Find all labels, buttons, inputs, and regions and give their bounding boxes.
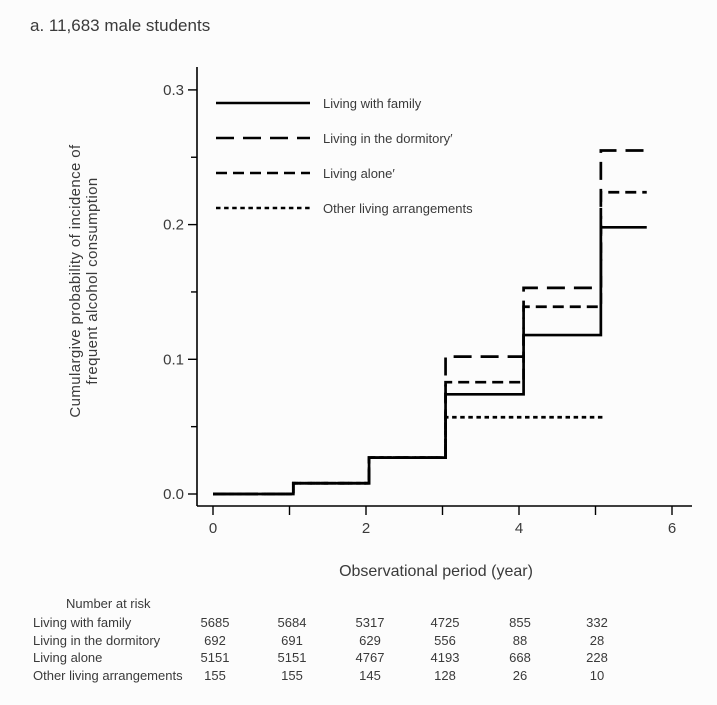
legend-line-sample — [216, 136, 310, 140]
risk-value: 4725 — [430, 615, 460, 630]
x-tick-label: 2 — [362, 520, 370, 537]
series-line-medium-dash — [213, 190, 647, 496]
risk-value: 10 — [589, 667, 605, 683]
risk-row-label: Living with family — [33, 615, 132, 630]
legend-item: Other living arrangements — [215, 200, 473, 216]
risk-value: 629 — [359, 632, 381, 648]
risk-value: 556 — [434, 632, 456, 648]
legend-label: Other living arrangements — [323, 200, 473, 216]
x-tick-label: 0 — [209, 520, 217, 537]
risk-value: 692 — [204, 632, 226, 648]
series-line-short-dash — [213, 415, 606, 496]
legend-label: Living alone′ — [323, 165, 395, 181]
legend-label: Living with family — [323, 95, 422, 111]
axes — [196, 67, 692, 507]
risk-value: 228 — [586, 650, 608, 665]
risk-value: 155 — [204, 667, 226, 683]
legend-item: Living in the dormitory′ — [215, 130, 453, 146]
risk-value: 5684 — [277, 615, 307, 630]
risk-value: 28 — [589, 632, 605, 648]
risk-value: 5317 — [355, 615, 385, 630]
y-tick-label: 0.2 — [163, 217, 184, 234]
figure-title: a. 11,683 male students — [30, 16, 211, 35]
risk-value: 4193 — [430, 650, 460, 665]
risk-value: 332 — [586, 615, 608, 630]
y-tick-label: 0.0 — [163, 486, 184, 503]
risk-table-header: Number at risk — [66, 596, 151, 611]
y-tick-label: 0.3 — [163, 82, 184, 99]
survival-plot: 0.0 0.1 0.2 0.3 0 2 4 6 — [163, 67, 692, 537]
legend-line-sample — [216, 101, 310, 105]
risk-value: 5685 — [200, 615, 230, 630]
x-axis-label: Observational period (year) — [339, 563, 533, 580]
legend-line-sample — [216, 171, 310, 175]
legend-item: Living alone′ — [215, 165, 395, 181]
risk-value: 691 — [281, 632, 303, 648]
legend-item: Living with family — [215, 95, 421, 111]
legend-line-sample — [216, 206, 310, 210]
risk-row-label: Other living arrangements — [33, 667, 183, 683]
risk-row-label: Living alone — [33, 650, 103, 665]
risk-value: 145 — [359, 667, 381, 683]
risk-value: 668 — [509, 650, 531, 665]
y-tick-label: 0.1 — [163, 351, 184, 368]
x-tick-label: 4 — [515, 520, 523, 537]
risk-row-label: Living in the dormitory — [33, 632, 161, 648]
risk-value: 155 — [281, 667, 303, 683]
risk-value: 26 — [512, 667, 528, 683]
risk-value: 5151 — [200, 650, 230, 665]
risk-value: 5151 — [277, 650, 307, 665]
series-line-solid — [213, 225, 647, 496]
risk-value: 855 — [509, 615, 531, 630]
risk-value: 88 — [512, 632, 528, 648]
x-tick-label: 6 — [668, 520, 676, 537]
risk-value: 128 — [434, 667, 456, 683]
risk-value: 4767 — [355, 650, 385, 665]
legend-label: Living in the dormitory′ — [323, 130, 453, 146]
